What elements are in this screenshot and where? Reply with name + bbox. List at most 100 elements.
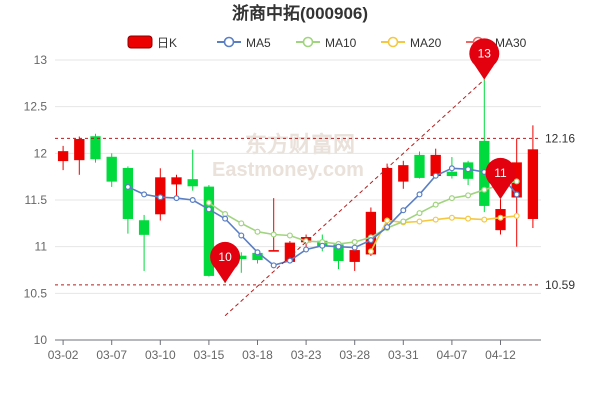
ma10-point [286, 232, 293, 239]
marker-pin: 10 [210, 241, 241, 284]
legend-label: MA30 [495, 36, 527, 50]
ma5-point [303, 246, 310, 253]
ma10-point [465, 192, 472, 199]
trend-line [224, 79, 485, 317]
candle [398, 160, 409, 189]
candle-body [381, 167, 393, 222]
ma20-line [370, 215, 517, 252]
candle [106, 153, 117, 187]
reference-line-10-59: 10.59 [55, 278, 575, 292]
ma5-point [157, 194, 164, 201]
ma5-point [335, 243, 342, 250]
ma10-point [400, 218, 407, 225]
candle-body [138, 220, 150, 235]
legend: 日K MA5 MA10 MA20 MA30 [127, 35, 527, 50]
marker-pin-shape [469, 38, 500, 80]
y-tick-label: 10.5 [24, 286, 48, 300]
candle [462, 160, 474, 186]
legend-label: MA5 [246, 36, 271, 50]
candle-body [171, 177, 182, 185]
candle [268, 198, 279, 252]
ma20-point [367, 248, 374, 255]
x-tick-label: 03-02 [48, 348, 79, 362]
ma5-point [448, 165, 455, 172]
candle [527, 125, 539, 228]
legend-swatch-dot [223, 36, 235, 48]
marker-pin: 13 [469, 38, 500, 80]
reference-label: 12.16 [545, 131, 575, 145]
ma20-point [416, 218, 423, 225]
candle-body [446, 171, 458, 177]
y-tick-label: 11.5 [25, 193, 48, 207]
ma5-point [384, 224, 391, 231]
reference-label: 10.59 [545, 278, 575, 292]
candle [122, 166, 134, 234]
x-tick-label: 03-18 [242, 348, 273, 362]
y-tick-label: 11 [35, 240, 48, 254]
candle-body [203, 186, 215, 276]
candle-body [187, 179, 198, 187]
legend-item-k: 日K [127, 35, 177, 50]
ma5-point [367, 237, 374, 244]
legend-swatch-dot [387, 36, 399, 48]
candle [74, 136, 85, 175]
x-tick-label: 03-15 [194, 348, 225, 362]
ma5-point [124, 183, 131, 190]
candle-body [74, 139, 85, 161]
ma5-point [400, 207, 407, 214]
legend-label: MA20 [410, 36, 442, 50]
marker-label: 13 [478, 47, 492, 61]
x-tick-label: 03-10 [145, 348, 176, 362]
watermark-sub-text: Eastmoney.com [212, 159, 364, 181]
ma10-point [254, 228, 261, 235]
candle-body [90, 136, 101, 160]
ma10-point [432, 201, 439, 208]
ma10-point [303, 238, 310, 245]
ma20-point [384, 217, 391, 224]
ma5-point [513, 191, 520, 198]
marker-label: 10 [218, 250, 232, 264]
ma20-point [497, 214, 504, 221]
y-axis: 10 10.5 11 11.5 12 12.5 13 [24, 53, 48, 347]
candle-body [527, 149, 539, 219]
ma20-point [465, 215, 472, 222]
ma10-line [208, 180, 517, 245]
ma10-point [238, 220, 245, 227]
legend-swatch-dot [302, 36, 314, 48]
legend-label: MA10 [325, 36, 357, 50]
candle [90, 133, 101, 163]
candle [414, 151, 425, 179]
ma5-point [465, 166, 472, 173]
candle-body [122, 167, 134, 219]
reference-line-12-16: 12.16 [55, 131, 575, 145]
ma10-series [205, 178, 520, 247]
moving-average-lines [124, 165, 520, 269]
candle [381, 163, 393, 225]
ma10-point [481, 186, 488, 193]
x-tick-label: 03-28 [339, 348, 370, 362]
ma5-point [416, 191, 423, 198]
ma10-point [205, 199, 212, 206]
candle [187, 149, 198, 191]
ma5-point [286, 257, 293, 264]
candle [57, 145, 69, 171]
ma5-point [141, 191, 148, 198]
candle-body [57, 151, 69, 162]
x-tick-label: 03-23 [291, 348, 322, 362]
marker-pin: 11 [485, 157, 516, 200]
legend-item-ma5: MA5 [217, 36, 271, 50]
ma5-point [205, 206, 212, 213]
candle-body [268, 250, 279, 252]
legend-label: 日K [157, 36, 177, 50]
ma5-point [351, 244, 358, 251]
chart-title: 浙商中拓(000906) [232, 3, 368, 23]
y-tick-label: 13 [34, 53, 48, 67]
ma5-point [189, 197, 196, 204]
marker-pin-shape [485, 157, 516, 200]
x-tick-label: 04-07 [437, 348, 468, 362]
x-tick-label: 03-07 [96, 348, 127, 362]
candle-body [398, 165, 409, 182]
ma10-point [513, 178, 520, 185]
ma5-point [173, 195, 180, 202]
